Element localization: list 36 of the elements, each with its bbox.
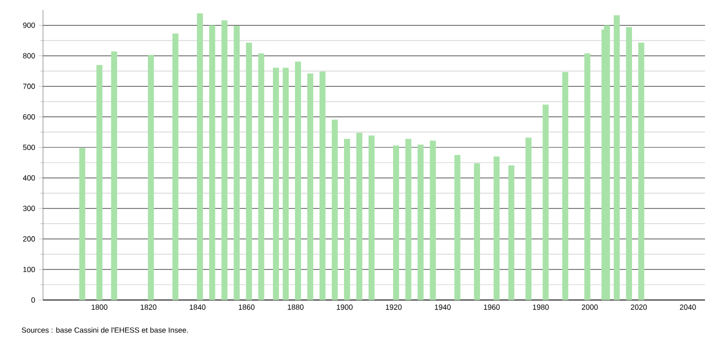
bar [584, 53, 590, 300]
bar [332, 120, 338, 300]
bar [196, 13, 203, 300]
bar [209, 25, 216, 300]
bar [562, 72, 568, 300]
bar [494, 156, 500, 300]
bar [368, 135, 375, 300]
bar [418, 144, 424, 300]
bar [246, 42, 252, 300]
bar [344, 138, 350, 300]
bar [430, 140, 436, 300]
bar [234, 26, 240, 300]
bar [148, 54, 154, 300]
bar [454, 155, 460, 300]
bar [474, 163, 480, 300]
bar [221, 20, 228, 300]
bar [356, 132, 362, 300]
bar [508, 165, 514, 300]
bar [172, 34, 178, 300]
bar [638, 42, 644, 300]
bar [111, 52, 118, 300]
bar [295, 62, 301, 300]
bar [307, 74, 314, 300]
bar [282, 68, 289, 300]
bar [79, 148, 86, 300]
bar [542, 104, 549, 300]
bar [525, 138, 532, 300]
bar [96, 64, 102, 300]
bar [604, 25, 610, 300]
bar [393, 146, 400, 300]
bar [320, 72, 326, 300]
bar [258, 53, 264, 300]
bar [405, 138, 412, 300]
bar [272, 68, 279, 300]
bar [626, 27, 632, 300]
bar [614, 15, 620, 300]
